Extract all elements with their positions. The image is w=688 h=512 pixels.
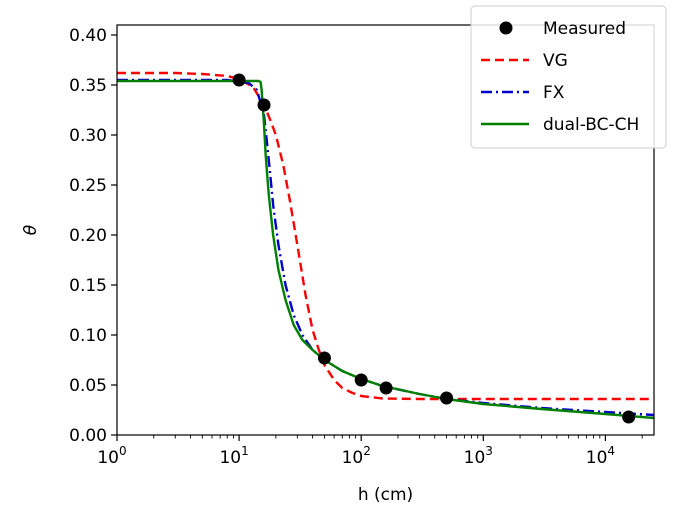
y-tick-label: 0.05 [69, 376, 107, 396]
y-axis-ticks: 0.00 0.05 0.10 0.15 0.20 0.25 0.30 0.35 0.40 [69, 26, 117, 446]
measured-point [317, 351, 331, 365]
measured-point [622, 410, 636, 424]
legend-label: VG [543, 51, 568, 71]
x-tick-exponent: 0 [119, 444, 127, 458]
y-axis-label: θ [21, 224, 41, 235]
plot-frame [116, 24, 655, 436]
y-tick-label: 0.10 [69, 326, 107, 346]
marker-layer [232, 73, 636, 424]
legend-item-vg: VG [481, 51, 568, 71]
legend-item-fx: FX [481, 83, 565, 103]
legend-label: dual-BC-CH [543, 115, 639, 135]
x-tick-label: 100 [97, 444, 126, 468]
x-tick-label: 101 [219, 444, 248, 468]
y-tick-label: 0.30 [69, 126, 107, 146]
x-tick-exponent: 1 [241, 444, 249, 458]
x-tick-label: 102 [342, 444, 371, 468]
y-tick-label: 0.15 [69, 276, 107, 296]
x-axis-label: h (cm) [358, 485, 413, 505]
y-tick-label: 0.25 [69, 176, 107, 196]
x-tick-base: 10 [464, 448, 486, 468]
measured-point [440, 391, 454, 405]
x-tick-label: 103 [464, 444, 493, 468]
legend-label: Measured [543, 19, 626, 39]
y-tick-label: 0.00 [69, 426, 107, 446]
x-tick-base: 10 [586, 448, 608, 468]
x-tick-exponent: 3 [485, 444, 493, 458]
x-tick-base: 10 [219, 448, 241, 468]
legend-item-measured: Measured [499, 19, 626, 39]
legend: Measured VG FX dual-BC-CH [470, 5, 667, 149]
measured-point [232, 73, 246, 87]
measured-point [379, 381, 393, 395]
legend-item-dual-bc-ch: dual-BC-CH [481, 115, 639, 135]
y-tick-label: 0.35 [69, 76, 107, 96]
x-tick-exponent: 2 [363, 444, 371, 458]
y-tick-label: 0.20 [69, 226, 107, 246]
legend-marker [499, 21, 513, 35]
legend-box [470, 5, 667, 149]
x-tick-base: 10 [342, 448, 364, 468]
x-axis-ticks: 100 101 102 103 104 [97, 435, 643, 468]
x-tick-exponent: 4 [607, 444, 615, 458]
measured-point [354, 373, 368, 387]
measured-point [257, 98, 271, 112]
x-tick-label: 104 [586, 444, 615, 468]
legend-label: FX [543, 83, 565, 103]
y-tick-label: 0.40 [69, 26, 107, 46]
x-tick-base: 10 [97, 448, 119, 468]
